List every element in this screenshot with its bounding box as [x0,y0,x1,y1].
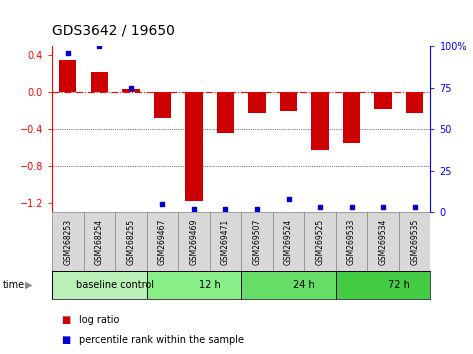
Bar [375,92,392,109]
Text: time: time [2,280,25,290]
Point [316,205,324,210]
Point [348,205,355,210]
Bar [52,271,147,299]
Bar [336,271,430,299]
Bar [84,212,115,271]
Bar [122,88,140,92]
Text: ▶: ▶ [25,280,33,290]
Bar [147,212,178,271]
Bar [185,92,202,201]
Bar [241,271,336,299]
Text: GSM269469: GSM269469 [189,218,199,265]
Text: 72 h: 72 h [388,280,410,290]
Bar [210,212,241,271]
Point [222,206,229,212]
Bar [304,212,336,271]
Point [253,206,261,212]
Text: GSM268254: GSM268254 [95,218,104,265]
Bar [59,60,77,92]
Bar [311,92,329,149]
Bar [343,92,360,143]
Text: ■: ■ [61,315,71,325]
Text: GSM269525: GSM269525 [315,218,324,265]
Text: GSM269534: GSM269534 [378,218,388,265]
Text: GSM269507: GSM269507 [253,218,262,265]
Point [96,43,103,49]
Text: 12 h: 12 h [199,280,220,290]
Bar [154,92,171,118]
Bar [52,212,84,271]
Text: GSM269533: GSM269533 [347,218,356,265]
Text: 24 h: 24 h [293,280,315,290]
Point [127,85,135,91]
Bar [336,212,368,271]
Point [64,50,71,56]
Bar [241,212,273,271]
Point [411,205,419,210]
Text: GSM269524: GSM269524 [284,218,293,265]
Text: GDS3642 / 19650: GDS3642 / 19650 [52,23,175,37]
Text: percentile rank within the sample: percentile rank within the sample [79,335,245,345]
Bar [248,92,266,113]
Text: GSM268253: GSM268253 [63,218,72,265]
Bar [147,271,241,299]
Point [190,206,198,212]
Text: log ratio: log ratio [79,315,120,325]
Bar [115,212,147,271]
Bar [368,212,399,271]
Bar [178,212,210,271]
Point [285,196,292,202]
Bar [217,92,234,133]
Text: baseline control: baseline control [76,280,154,290]
Point [158,201,166,207]
Bar [273,212,304,271]
Text: GSM269471: GSM269471 [221,218,230,265]
Text: ■: ■ [61,335,71,345]
Bar [91,72,108,92]
Bar [280,92,297,111]
Bar [399,212,430,271]
Bar [406,92,423,113]
Text: GSM269535: GSM269535 [410,218,419,265]
Point [379,205,387,210]
Text: GSM268255: GSM268255 [126,218,135,265]
Text: GSM269467: GSM269467 [158,218,167,265]
